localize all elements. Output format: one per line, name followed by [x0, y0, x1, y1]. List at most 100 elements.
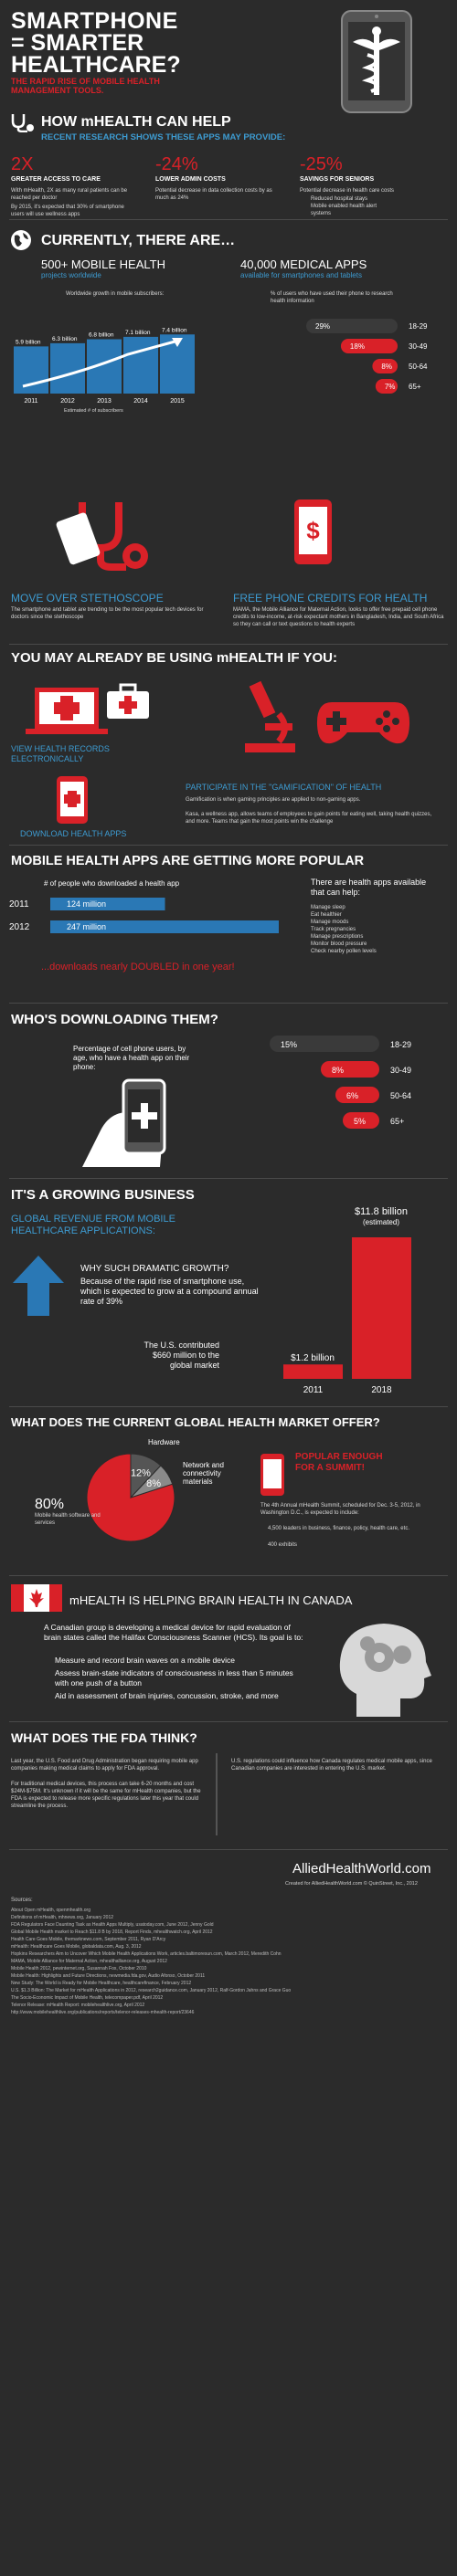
- tick-label: 50-64: [409, 363, 428, 371]
- tick-label: 2013: [97, 398, 112, 405]
- trend-arrow-line: [22, 339, 179, 388]
- tick-label: 30-49: [390, 1066, 411, 1075]
- app-item: Check nearby pollen levels: [311, 949, 377, 954]
- bar: [321, 1061, 379, 1078]
- summit-item: 400 exhibits: [268, 1542, 298, 1548]
- smartphone-icon: [55, 774, 90, 825]
- divider: [9, 1721, 448, 1722]
- canada-items: Measure and record brain waves on a mobi…: [55, 1656, 302, 1701]
- bar: [372, 359, 398, 373]
- how-col1-stat: 2X: [11, 154, 34, 174]
- phone-hand-icon: [73, 1076, 192, 1167]
- data-label: 6%: [346, 1091, 358, 1100]
- source-item[interactable]: Definitions of mHealth, mhnews.org, Janu…: [11, 1915, 114, 1920]
- slice-label: 8%: [146, 1478, 161, 1489]
- bar: [50, 920, 279, 933]
- summit-title-line1: POPULAR ENOUGH: [295, 1452, 383, 1462]
- already-section: YOU MAY ALREADY BE USING mHEALTH IF YOU:…: [0, 650, 457, 842]
- app-item: Eat healthier: [311, 912, 342, 918]
- footer-logo[interactable]: AlliedHealthWorld.com: [292, 1861, 431, 1877]
- fda-text3: U.S. regulations could influence how Can…: [231, 1759, 432, 1772]
- bar: [335, 1087, 379, 1103]
- source-item[interactable]: About Open mHealth, openmhealth.org: [11, 1908, 90, 1913]
- canada-item: Measure and record brain waves on a mobi…: [55, 1656, 236, 1665]
- who-section: WHO'S DOWNLOADING THEM? Percentage of ce…: [0, 1012, 457, 1176]
- how-col2-title: LOWER ADMIN COSTS: [155, 176, 226, 183]
- source-item[interactable]: MAMA, Mobile Alliance for Maternal Actio…: [11, 1959, 167, 1964]
- app-item: Manage moods: [311, 920, 349, 925]
- source-item[interactable]: U.S. $1.3 Billion: The Market for mHealt…: [11, 1988, 292, 1993]
- svg-text:$: $: [306, 517, 320, 544]
- divider: [9, 1178, 448, 1179]
- tick-label: 2011: [303, 1385, 324, 1395]
- data-label: 8%: [332, 1066, 344, 1075]
- bar: [343, 1112, 379, 1129]
- credits-title: FREE PHONE CREDITS FOR HEALTH: [233, 592, 428, 605]
- tick-label: 65+: [409, 383, 421, 391]
- stethoscope-large-icon: [55, 498, 155, 571]
- data-label: 29%: [315, 322, 330, 331]
- us-contrib: The U.S. contributed $660 million to the…: [143, 1341, 219, 1370]
- bar: [14, 346, 48, 394]
- source-item[interactable]: Mobile Health: Highlights and Future Dir…: [11, 1973, 206, 1979]
- bar: [340, 339, 398, 353]
- data-label: $11.8 billion: [355, 1206, 408, 1217]
- divider: [9, 845, 448, 846]
- source-item[interactable]: Health Care Goes Mobile, themarknews.com…: [11, 1937, 166, 1942]
- source-item[interactable]: Global Mobile Health market to Reach $11…: [11, 1929, 213, 1935]
- market-hardware-label: Hardware: [148, 1438, 180, 1446]
- how-col1-text1: With mHealth, 2X as many rural patients …: [11, 188, 128, 201]
- data-label: 7.4 billion: [162, 327, 187, 333]
- already-item2: DOWNLOAD HEALTH APPS: [20, 829, 127, 838]
- how-col2-stat: -24%: [155, 154, 198, 174]
- globe-icon: [9, 228, 33, 252]
- currently-section: CURRENTLY, THERE ARE… 500+ MOBILE HEALTH…: [0, 228, 457, 502]
- source-item[interactable]: mHealth: Healthcare Goes Mobile, globald…: [11, 1944, 142, 1950]
- tick-label: 30-49: [409, 342, 428, 351]
- data-label: 18%: [350, 342, 365, 351]
- market-software-label: Mobile health software and services: [35, 1513, 101, 1526]
- summit-item: 4,500 leaders in business, finance, poli…: [268, 1526, 409, 1531]
- smartphone-caduceus-icon: [340, 9, 413, 114]
- market-pie-chart: 12%8%: [86, 1453, 175, 1542]
- subtitle-line2: MANAGEMENT TOOLS.: [11, 86, 104, 95]
- why-title: WHY SUCH DRAMATIC GROWTH?: [80, 1264, 229, 1274]
- tick-label: 50-64: [390, 1091, 411, 1100]
- data-label: 6.8 billion: [89, 332, 114, 339]
- bar: [50, 342, 85, 394]
- market-section: WHAT DOES THE CURRENT GLOBAL HEALTH MARK…: [0, 1415, 457, 1571]
- pie-slice: [130, 1465, 174, 1498]
- data-label: $1.2 billion: [291, 1353, 335, 1363]
- source-item[interactable]: The Socio-Economic Impact of Mobile Heal…: [11, 1995, 164, 2001]
- slice-label: 12%: [131, 1467, 151, 1478]
- tick-label: 2015: [170, 398, 185, 405]
- source-item[interactable]: Mobile Health 2012, pewinternet.org, Sus…: [11, 1966, 147, 1971]
- already-item3: PARTICIPATE IN THE "GAMIFICATION" OF HEA…: [186, 783, 382, 792]
- data-label: 7.1 billion: [125, 330, 151, 336]
- footer-credit: Created for AlliedHealthWorld.com © Quin…: [285, 1881, 418, 1887]
- medical-kit-icon: [105, 683, 151, 720]
- icons-section: $ MOVE OVER STETHOSCOPE The smartphone a…: [0, 493, 457, 648]
- tick-label: 18-29: [390, 1040, 411, 1049]
- who-text: Percentage of cell phone users, by age, …: [73, 1045, 190, 1071]
- summit-text: The 4th Annual mHealth Summit, scheduled…: [260, 1503, 420, 1516]
- sources-title: Sources:: [11, 1898, 33, 1903]
- canada-text: A Canadian group is developing a medical…: [44, 1623, 303, 1642]
- bar: [283, 1364, 343, 1379]
- source-item[interactable]: New Study: The World is Ready for Mobile…: [11, 1981, 192, 1986]
- canada-section: mHEALTH IS HELPING BRAIN HEALTH IN CANAD…: [0, 1584, 457, 1721]
- x-axis-label: Estimated # of subscribers: [64, 408, 123, 414]
- summit-phone-icon: [259, 1452, 286, 1498]
- already-item1: VIEW HEALTH RECORDS ELECTRONICALLY: [11, 744, 110, 763]
- up-arrow-icon: [11, 1254, 66, 1318]
- source-item[interactable]: Hopkins Researchers Aim to Uncover Which…: [11, 1951, 282, 1957]
- apps-title: There are health apps available that can…: [311, 878, 427, 897]
- header-section: SMARTPHONE = SMARTER HEALTHCARE? THE RAP…: [0, 0, 457, 113]
- downloads-chart-title: # of people who downloaded a health app: [44, 879, 180, 888]
- source-item[interactable]: http://www.mobilehealthlive.org/publicat…: [11, 2010, 195, 2015]
- popular-heading: MOBILE HEALTH APPS ARE GETTING MORE POPU…: [11, 854, 365, 868]
- source-item[interactable]: FDA Regulators Face Daunting Task as Hea…: [11, 1922, 214, 1928]
- source-item[interactable]: Telenor Release: mHealth Report: mobileh…: [11, 2003, 145, 2008]
- fda-text1: Last year, the U.S. Food and Drug Admini…: [11, 1759, 198, 1772]
- tick-label: 2012: [9, 922, 30, 932]
